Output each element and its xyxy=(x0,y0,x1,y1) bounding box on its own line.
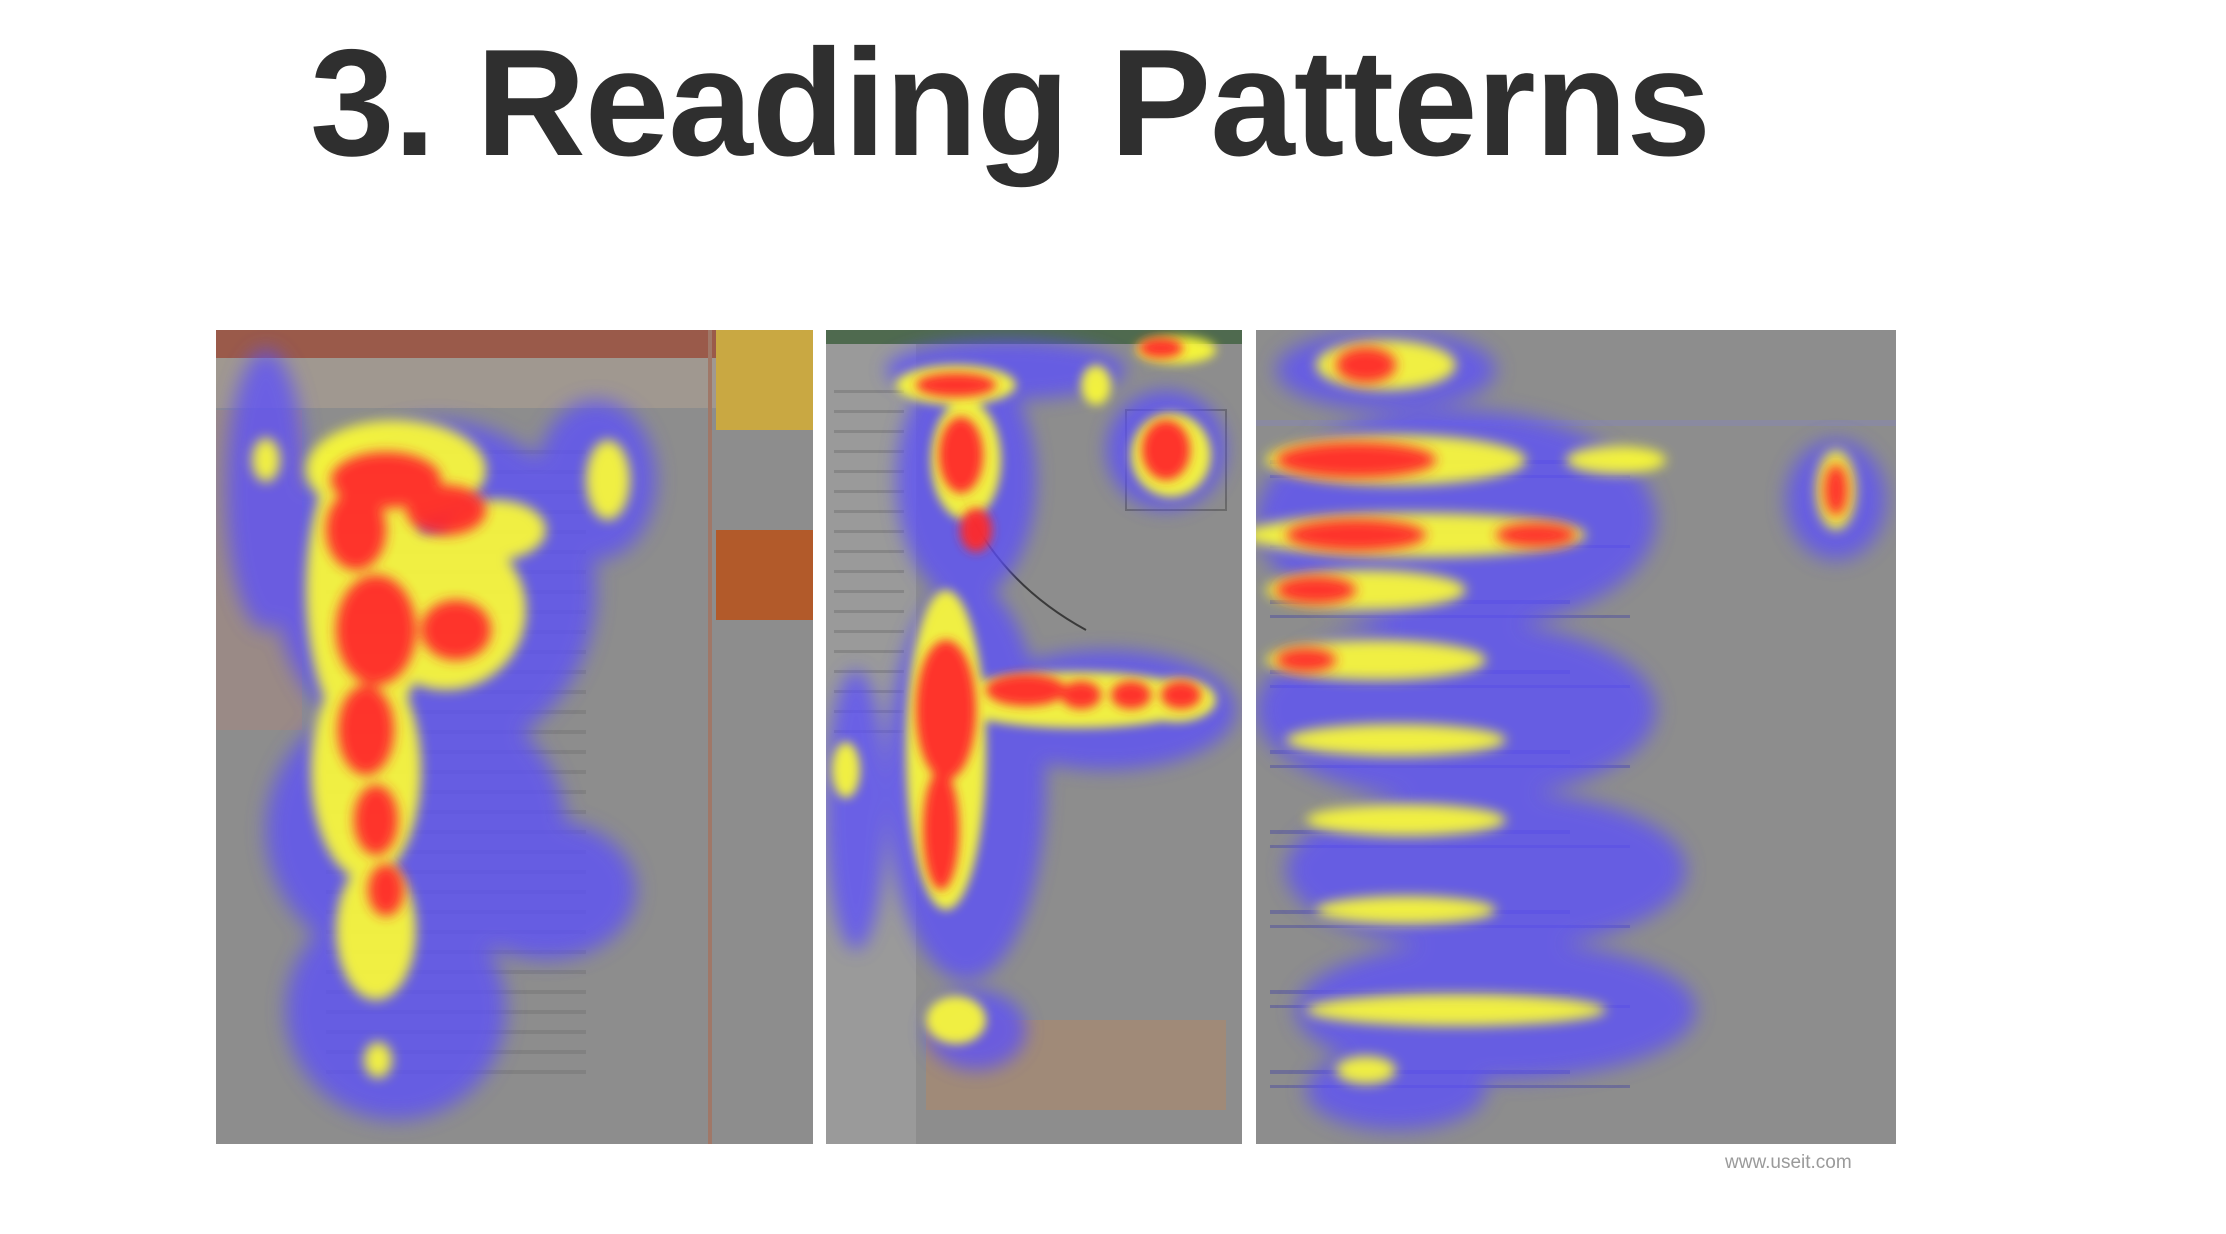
slide-title: 3. Reading Patterns xyxy=(310,18,1711,188)
heatmap-search-image xyxy=(1256,330,1896,1130)
image-credit: www.useit.com xyxy=(1725,1152,1852,1173)
heatmap-product-page xyxy=(826,330,1242,1144)
heatmap-product-image xyxy=(826,330,1242,1144)
heatmap-article-image xyxy=(216,330,813,1144)
heatmap-search-results xyxy=(1256,330,1896,1144)
heatmap-article-page xyxy=(216,330,813,1144)
